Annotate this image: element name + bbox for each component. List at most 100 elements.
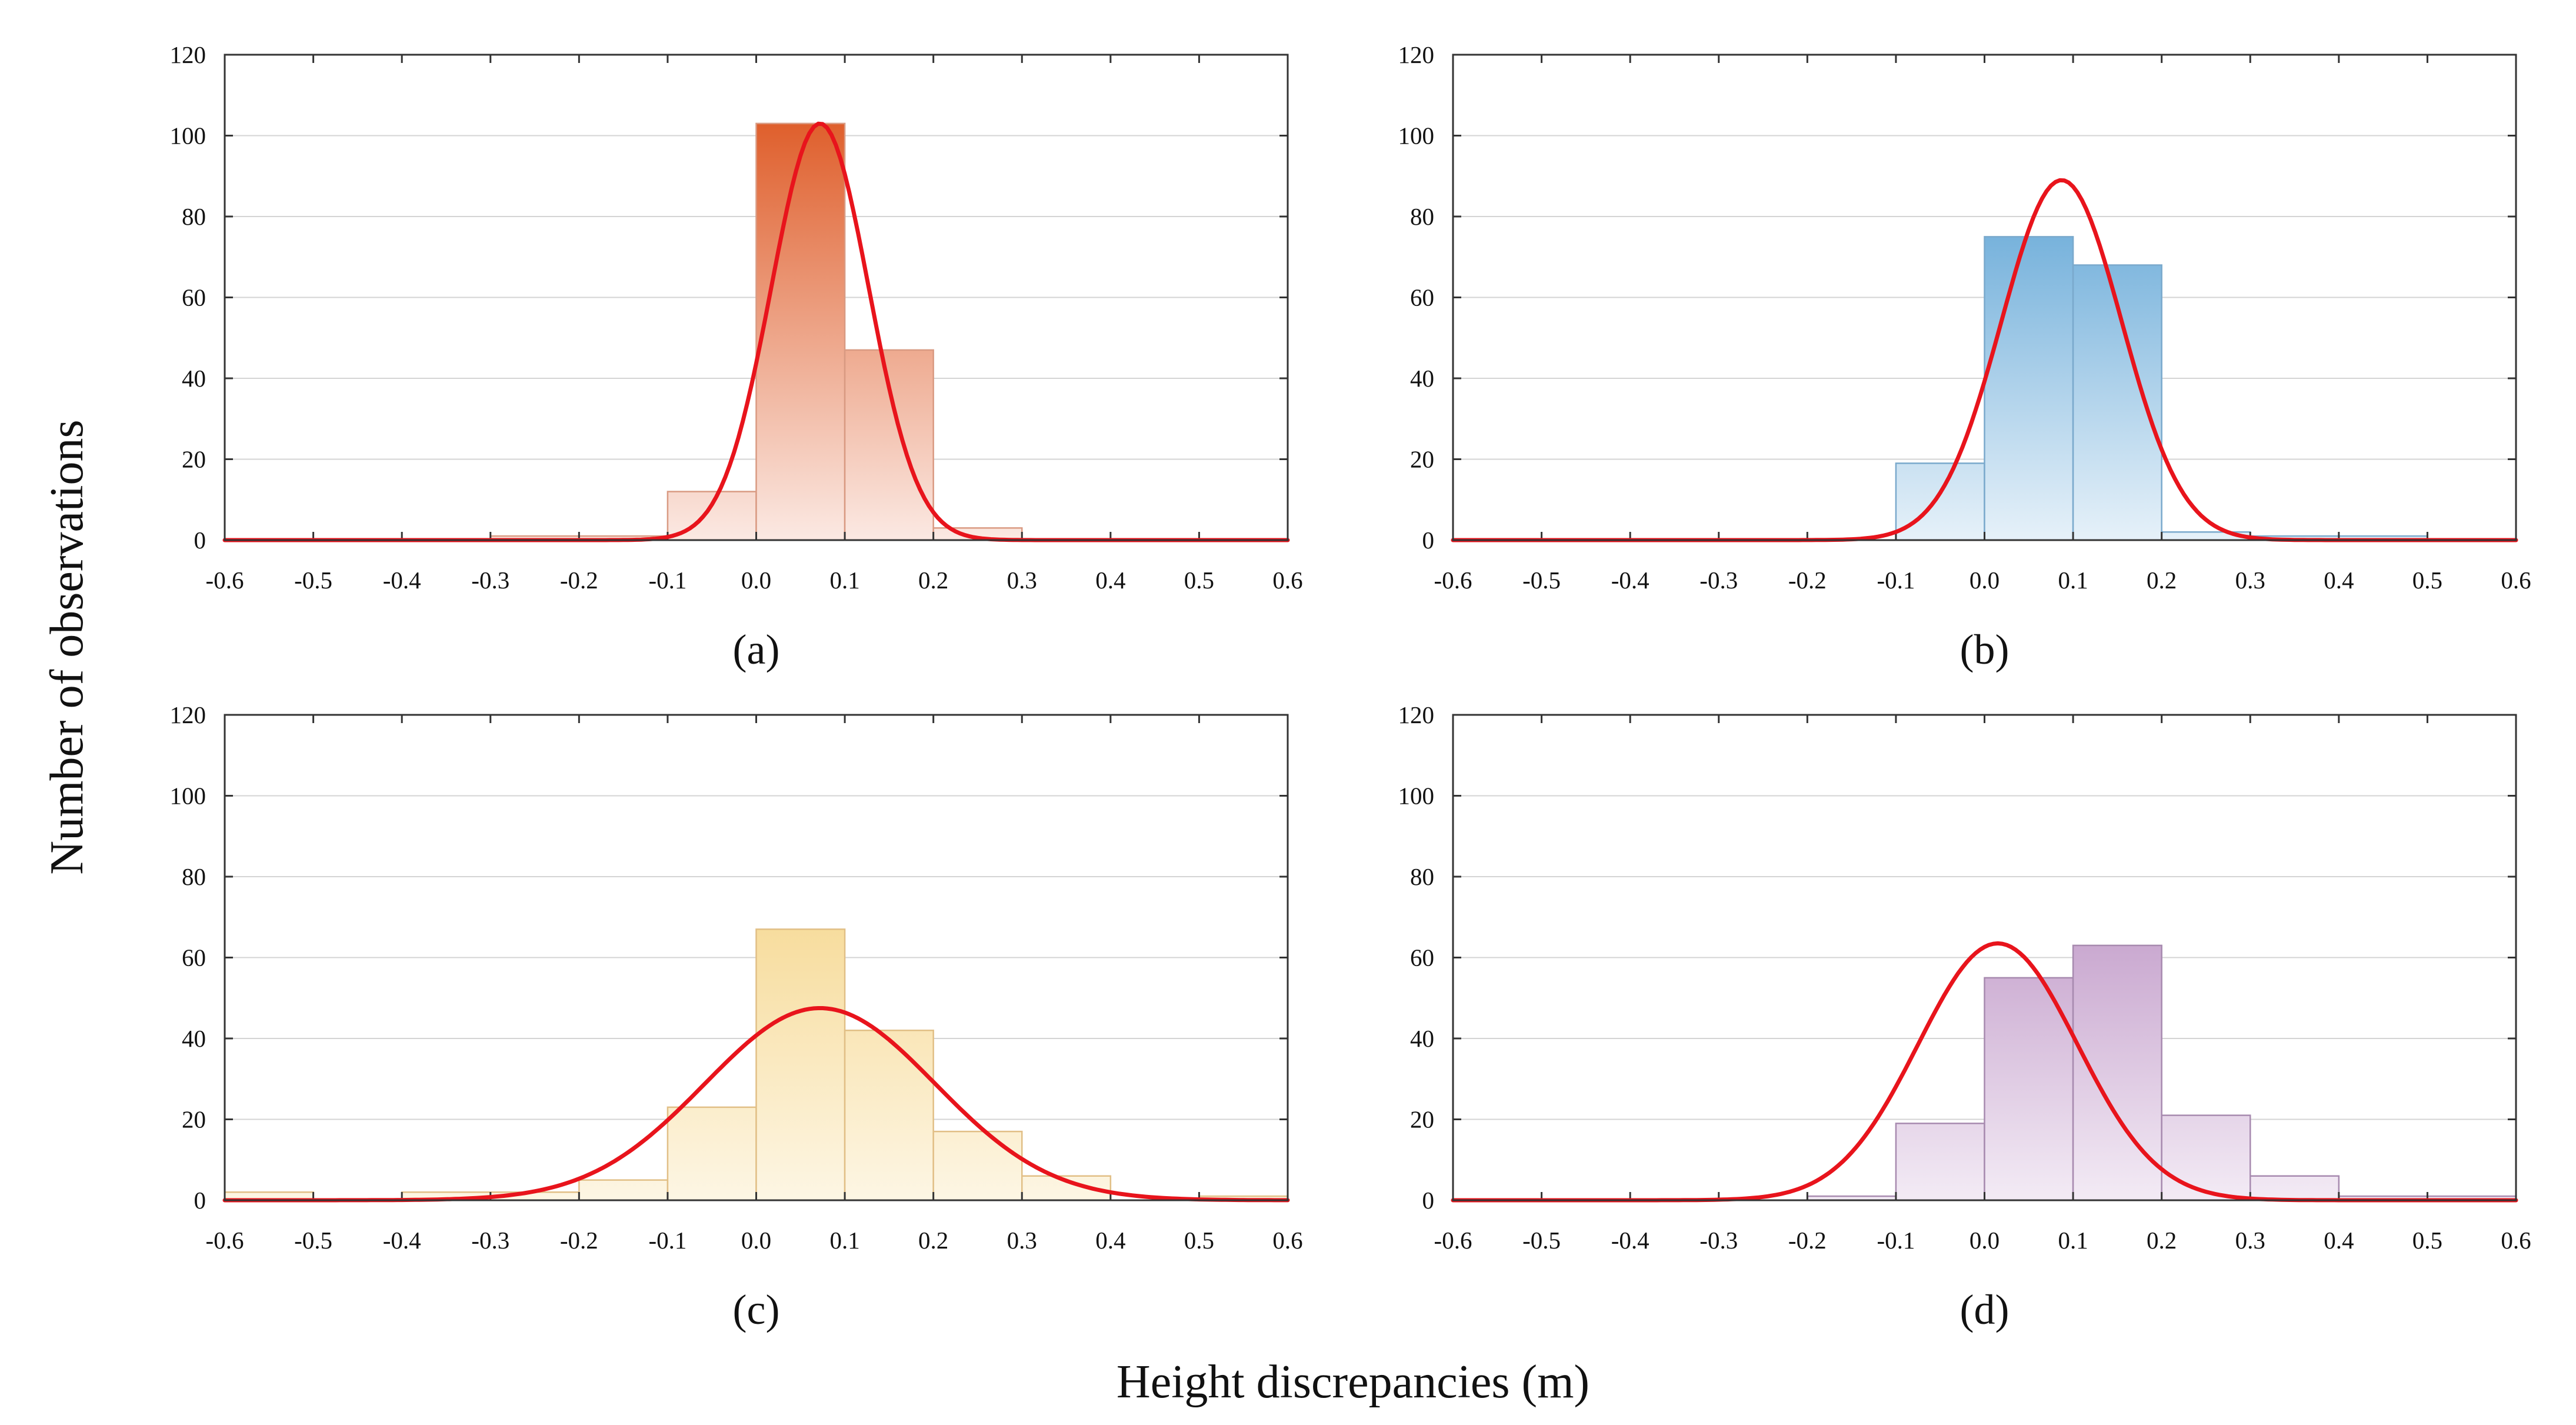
y-tick-label: 80 (1410, 203, 1434, 230)
y-tick-label: 20 (182, 446, 206, 473)
x-tick-label: -0.2 (560, 1227, 598, 1254)
histogram-panel: 0 20 40 60 80 100 120 -0.6 -0.5 -0.4 -0.3 -0.2 -0.1 0… (1398, 701, 2531, 1333)
x-tick-label: -0.5 (294, 567, 332, 594)
y-tick-label: 100 (170, 122, 206, 149)
y-tick-label: 100 (1398, 783, 1435, 810)
y-tick-label: 80 (182, 203, 206, 230)
panel-label: (d) (1960, 1286, 2010, 1333)
panel-label: (a) (733, 626, 780, 673)
y-tick-label: 20 (182, 1106, 206, 1133)
x-tick-label: -0.5 (294, 1227, 332, 1254)
x-tick-label: -0.1 (648, 1227, 687, 1254)
x-tick-label: -0.6 (1434, 1227, 1472, 1254)
histogram-bar (844, 1030, 934, 1201)
x-tick-label: -0.1 (648, 567, 687, 594)
x-tick-label: 0.2 (2147, 567, 2177, 594)
x-tick-label: -0.1 (1877, 567, 1915, 594)
x-tick-label: -0.2 (1788, 1227, 1827, 1254)
x-tick-label: -0.3 (471, 1227, 509, 1254)
x-tick-label: 0.3 (1007, 567, 1037, 594)
y-tick-label: 120 (1398, 41, 1435, 68)
x-tick-label: -0.5 (1522, 1227, 1561, 1254)
x-tick-label: -0.4 (383, 567, 421, 594)
y-tick-label: 80 (1410, 863, 1434, 890)
y-tick-label: 0 (1422, 527, 1435, 554)
histogram-bar (1984, 977, 2074, 1201)
y-axis-title: Number of observations (41, 419, 93, 874)
histogram-bar (2161, 1114, 2251, 1201)
x-tick-label: 0.1 (2058, 1227, 2088, 1254)
y-tick-label: 60 (182, 944, 206, 971)
y-tick-label: 120 (170, 701, 206, 728)
x-tick-label: -0.3 (1699, 567, 1738, 594)
x-tick-label: -0.4 (383, 1227, 421, 1254)
x-tick-label: -0.3 (1699, 1227, 1738, 1254)
histogram-bar (667, 1106, 757, 1201)
x-tick-label: -0.6 (206, 567, 244, 594)
x-tick-label: 0.4 (1095, 567, 1125, 594)
histogram-bar (1895, 1123, 1985, 1201)
x-tick-label: -0.1 (1877, 1227, 1915, 1254)
x-tick-label: 0.6 (1272, 1227, 1302, 1254)
x-axis-title: Height discrepancies (m) (1117, 1356, 1589, 1408)
x-tick-label: -0.6 (1434, 567, 1472, 594)
x-tick-label: 0.1 (829, 1227, 859, 1254)
x-tick-label: 0.2 (918, 567, 948, 594)
x-tick-label: 0.0 (1970, 1227, 2000, 1254)
histogram-bar (755, 928, 846, 1201)
x-tick-label: 0.2 (2147, 1227, 2177, 1254)
y-tick-label: 60 (1410, 284, 1434, 311)
x-tick-label: -0.6 (206, 1227, 244, 1254)
histogram-panel: 0 20 40 60 80 100 120 -0.6 -0.5 -0.4 -0.3 -0.2 -0.1 0… (170, 701, 1303, 1333)
y-tick-label: 0 (1422, 1187, 1435, 1214)
y-tick-label: 60 (182, 284, 206, 311)
y-tick-label: 60 (1410, 944, 1434, 971)
x-tick-label: 0.1 (2058, 567, 2088, 594)
histogram-panel: 0 20 40 60 80 100 120 -0.6 -0.5 -0.4 -0.3 -0.2 -0.1 0… (170, 41, 1303, 673)
x-tick-label: 0.5 (2412, 567, 2442, 594)
x-tick-label: 0.5 (1184, 1227, 1214, 1254)
y-tick-label: 0 (194, 527, 206, 554)
x-tick-label: 0.3 (2235, 567, 2265, 594)
x-tick-label: -0.4 (1611, 567, 1649, 594)
y-tick-label: 80 (182, 863, 206, 890)
x-tick-label: 0.4 (2324, 1227, 2354, 1254)
x-tick-label: 0.0 (741, 567, 771, 594)
histogram-bar (578, 1179, 669, 1201)
histogram-bar (755, 122, 846, 541)
histogram-bar (932, 1130, 1023, 1201)
x-tick-label: -0.2 (560, 567, 598, 594)
y-tick-label: 120 (170, 41, 206, 68)
y-tick-label: 0 (194, 1187, 206, 1214)
y-tick-label: 40 (182, 365, 206, 392)
histogram-bar (844, 349, 934, 541)
panel-label: (c) (733, 1286, 780, 1333)
y-tick-label: 20 (1410, 446, 1434, 473)
y-tick-label: 100 (1398, 122, 1435, 149)
x-tick-label: -0.2 (1788, 567, 1827, 594)
x-tick-label: 0.3 (2235, 1227, 2265, 1254)
x-tick-label: 0.2 (918, 1227, 948, 1254)
plot-frame (224, 714, 1289, 1201)
y-tick-label: 100 (170, 783, 206, 810)
x-tick-label: 0.5 (2412, 1227, 2442, 1254)
y-tick-label: 20 (1410, 1106, 1434, 1133)
x-tick-label: 0.4 (1095, 1227, 1125, 1254)
histogram-bar (1984, 236, 2074, 541)
x-tick-label: 0.6 (2501, 567, 2531, 594)
y-tick-label: 40 (1410, 365, 1434, 392)
histogram-panel: 0 20 40 60 80 100 120 -0.6 -0.5 -0.4 -0.3 -0.2 -0.1 0… (1398, 41, 2531, 673)
x-tick-label: 0.5 (1184, 567, 1214, 594)
x-tick-label: 0.3 (1007, 1227, 1037, 1254)
x-tick-label: 0.4 (2324, 567, 2354, 594)
x-tick-label: 0.0 (741, 1227, 771, 1254)
x-tick-label: 0.0 (1970, 567, 2000, 594)
plot-frame (224, 54, 1289, 541)
plot-frame (1452, 54, 2517, 541)
x-tick-label: 0.1 (829, 567, 859, 594)
histogram-bar (2072, 944, 2162, 1201)
x-tick-label: -0.4 (1611, 1227, 1649, 1254)
y-tick-label: 40 (1410, 1025, 1434, 1052)
panel-label: (b) (1960, 626, 2010, 673)
